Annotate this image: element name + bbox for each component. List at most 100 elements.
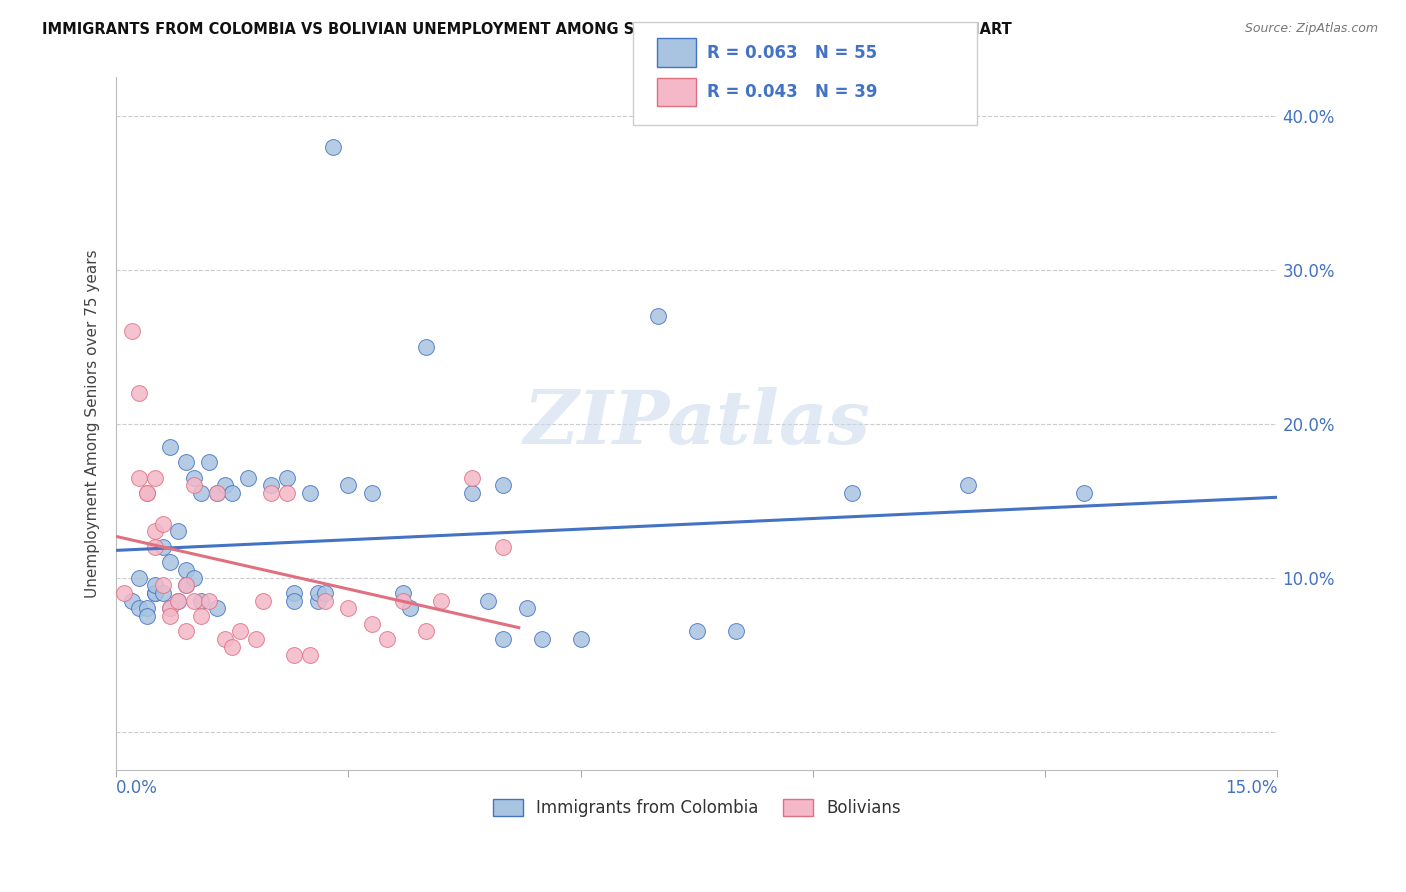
Text: R = 0.043   N = 39: R = 0.043 N = 39 xyxy=(707,83,877,101)
Point xyxy=(205,486,228,500)
Point xyxy=(245,632,267,647)
Legend: Immigrants from Colombia, Bolivians: Immigrants from Colombia, Bolivians xyxy=(486,792,908,824)
Point xyxy=(190,593,212,607)
Point xyxy=(174,563,197,577)
Point xyxy=(260,478,283,492)
Point xyxy=(415,340,437,354)
Point xyxy=(183,470,205,484)
Point xyxy=(1073,486,1095,500)
Point xyxy=(128,470,150,484)
Point xyxy=(360,616,382,631)
Point xyxy=(461,486,484,500)
Point xyxy=(159,601,181,615)
Point xyxy=(492,478,515,492)
Point xyxy=(183,571,205,585)
Point xyxy=(314,593,336,607)
Point xyxy=(136,609,159,624)
Point xyxy=(183,593,205,607)
Point xyxy=(283,586,305,600)
Point xyxy=(252,593,274,607)
Text: IMMIGRANTS FROM COLOMBIA VS BOLIVIAN UNEMPLOYMENT AMONG SENIORS OVER 75 YEARS CO: IMMIGRANTS FROM COLOMBIA VS BOLIVIAN UNE… xyxy=(42,22,1012,37)
Point xyxy=(198,455,221,469)
Point xyxy=(152,516,174,531)
Point xyxy=(152,586,174,600)
Point xyxy=(159,440,181,454)
Point xyxy=(492,632,515,647)
Point xyxy=(136,601,159,615)
Point xyxy=(399,601,422,615)
Point xyxy=(136,486,159,500)
Point xyxy=(276,470,298,484)
Point xyxy=(121,593,143,607)
Point xyxy=(174,455,197,469)
Point xyxy=(360,486,382,500)
Point xyxy=(430,593,453,607)
Point xyxy=(956,478,979,492)
Point xyxy=(159,555,181,569)
Point xyxy=(298,486,321,500)
Point xyxy=(128,386,150,401)
Point xyxy=(205,486,228,500)
Point xyxy=(307,593,329,607)
Point xyxy=(229,624,252,639)
Point xyxy=(647,309,669,323)
Point xyxy=(415,624,437,639)
Text: 0.0%: 0.0% xyxy=(117,780,157,797)
Text: ZIPatlas: ZIPatlas xyxy=(523,387,870,460)
Point xyxy=(143,586,166,600)
Point xyxy=(121,324,143,338)
Point xyxy=(391,593,413,607)
Point xyxy=(686,624,709,639)
Point xyxy=(143,540,166,554)
Point xyxy=(214,632,236,647)
Point xyxy=(183,478,205,492)
Point xyxy=(461,470,484,484)
Point xyxy=(337,601,360,615)
Point xyxy=(174,624,197,639)
Point xyxy=(167,593,190,607)
Point xyxy=(159,601,181,615)
Point xyxy=(143,470,166,484)
Point xyxy=(190,486,212,500)
Point xyxy=(307,586,329,600)
Point xyxy=(128,571,150,585)
Point xyxy=(190,609,212,624)
Point xyxy=(221,640,243,654)
Point xyxy=(143,586,166,600)
Point xyxy=(283,648,305,662)
Point xyxy=(143,578,166,592)
Point xyxy=(724,624,747,639)
Point xyxy=(531,632,554,647)
Point xyxy=(143,524,166,539)
Point xyxy=(841,486,863,500)
Point xyxy=(198,593,221,607)
Point xyxy=(515,601,537,615)
Point xyxy=(112,586,135,600)
Text: Source: ZipAtlas.com: Source: ZipAtlas.com xyxy=(1244,22,1378,36)
Point xyxy=(159,609,181,624)
Point xyxy=(337,478,360,492)
Point xyxy=(314,586,336,600)
Point xyxy=(276,486,298,500)
Point xyxy=(128,601,150,615)
Point xyxy=(214,478,236,492)
Text: 15.0%: 15.0% xyxy=(1225,780,1278,797)
Point xyxy=(236,470,259,484)
Point xyxy=(298,648,321,662)
Point xyxy=(322,139,344,153)
Point xyxy=(283,593,305,607)
Point xyxy=(167,524,190,539)
Point xyxy=(477,593,499,607)
Point xyxy=(205,601,228,615)
Point xyxy=(136,486,159,500)
Y-axis label: Unemployment Among Seniors over 75 years: Unemployment Among Seniors over 75 years xyxy=(86,250,100,598)
Point xyxy=(260,486,283,500)
Point xyxy=(221,486,243,500)
Point xyxy=(174,578,197,592)
Point xyxy=(569,632,592,647)
Text: R = 0.063   N = 55: R = 0.063 N = 55 xyxy=(707,44,877,62)
Point xyxy=(375,632,398,647)
Point xyxy=(492,540,515,554)
Point xyxy=(152,540,174,554)
Point xyxy=(167,593,190,607)
